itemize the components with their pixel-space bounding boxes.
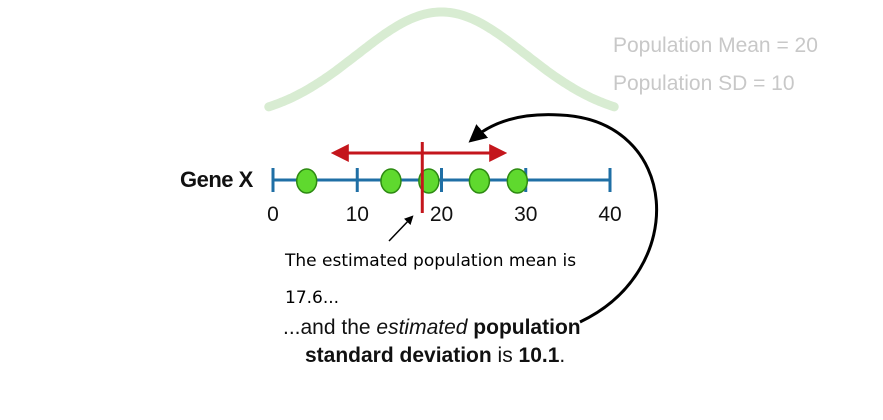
sd-note-line2: standard deviation is 10.1. [305, 344, 565, 368]
sd-note-italic: estimated [376, 316, 468, 339]
sd-note-suffix: . [559, 344, 566, 367]
data-point [380, 168, 402, 194]
data-point [506, 168, 529, 194]
sd-note-middle: is [491, 344, 519, 367]
axis-tick-labels: 0 10 20 30 40 [267, 203, 622, 226]
axis-tick-label: 10 [346, 203, 369, 226]
sd-note-value: 10.1 [518, 344, 560, 367]
data-points [295, 168, 529, 194]
gene-label: Gene X [180, 167, 253, 192]
mean-note-line1: The estimated population mean is [285, 251, 577, 271]
curved-pointer-arrow [468, 113, 659, 324]
population-sd-label: Population SD = 10 [613, 72, 795, 95]
data-point [418, 168, 440, 194]
sd-note-bold1: population [467, 316, 581, 339]
mean-pointer-arrow [388, 215, 414, 242]
axis-tick-label: 40 [598, 203, 621, 226]
data-point [295, 168, 318, 194]
axis-tick-label: 30 [514, 203, 537, 226]
data-point [468, 168, 491, 194]
sd-note-bold2: standard deviation [305, 344, 492, 367]
mean-note-line2: 17.6... [285, 288, 340, 308]
population-distribution-curve [264, 7, 619, 112]
axis-tick-label: 0 [267, 203, 279, 226]
axis-tick-label: 20 [430, 203, 453, 226]
sd-note-prefix: ...and the [283, 316, 377, 339]
sd-note-line1: ...and the estimated population [283, 316, 581, 340]
population-mean-label: Population Mean = 20 [613, 34, 818, 57]
